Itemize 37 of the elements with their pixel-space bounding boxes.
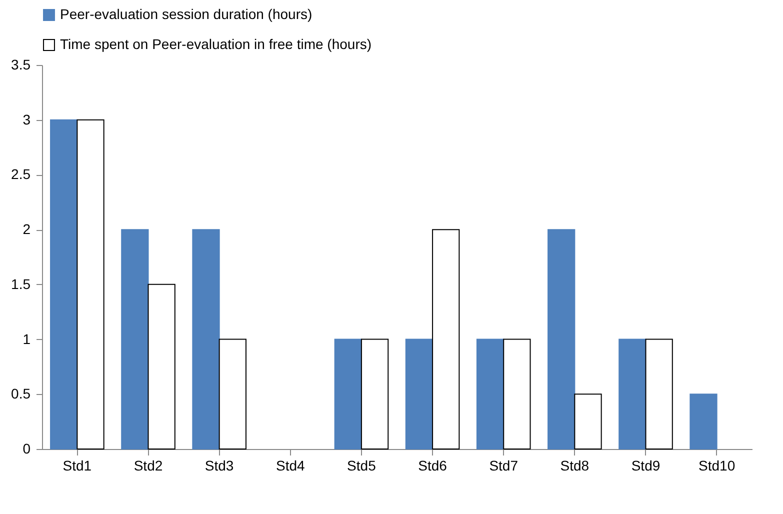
y-tick-label: 3.5 <box>11 56 31 72</box>
bar <box>192 229 220 450</box>
x-tick-label: Std6 <box>418 458 448 474</box>
bar <box>690 394 718 450</box>
y-tick-label: 2 <box>22 221 31 238</box>
bar <box>50 119 78 450</box>
bar <box>476 338 504 450</box>
x-tick-label: Std3 <box>204 458 234 474</box>
y-tick-label: 0.5 <box>11 386 31 402</box>
x-tick-label: Std10 <box>698 458 736 474</box>
bar <box>76 119 104 450</box>
bar <box>405 338 434 450</box>
x-tick-label: Std8 <box>560 458 590 474</box>
bar <box>574 394 602 450</box>
y-tick-label: 3 <box>22 111 31 128</box>
legend-label: Peer-evaluation session duration (hours) <box>60 6 312 22</box>
y-tick-label: 0 <box>22 440 31 456</box>
y-tick-label: 1 <box>22 330 31 347</box>
bar <box>618 338 646 450</box>
x-tick-label: Std2 <box>134 458 163 474</box>
x-tick-label: Std4 <box>276 458 305 474</box>
bar <box>334 338 362 450</box>
x-tick-label: Std1 <box>62 458 92 474</box>
bar <box>360 338 389 450</box>
x-tick-label: Std7 <box>489 458 518 474</box>
bar <box>645 338 673 450</box>
x-tick-label: Std5 <box>347 458 376 474</box>
legend-label: Time spent on Peer-evaluation in free time (hours) <box>60 36 372 52</box>
bar <box>548 229 576 450</box>
y-tick-label: 1.5 <box>11 276 31 292</box>
bar <box>432 229 460 450</box>
bar <box>148 284 176 450</box>
bar <box>218 338 246 450</box>
bar <box>121 229 149 450</box>
x-tick-label: Std9 <box>631 458 660 474</box>
bar <box>503 338 531 450</box>
y-tick-label: 2.5 <box>11 166 31 182</box>
